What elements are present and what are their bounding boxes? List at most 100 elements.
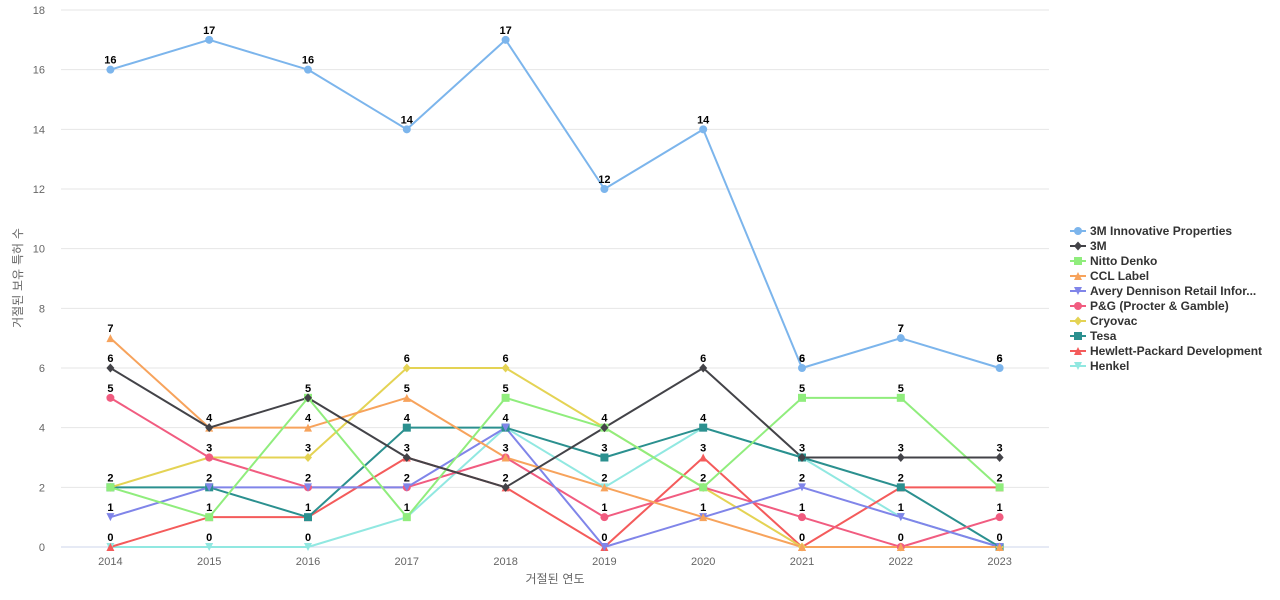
data-point-3m-innovative-properties[interactable] <box>896 334 905 343</box>
data-point-ccl-label[interactable] <box>304 423 312 432</box>
data-point-cryovac[interactable] <box>304 453 312 462</box>
data-point-3m-innovative-properties[interactable] <box>798 364 806 372</box>
data-point-hewlett-packard-development[interactable] <box>699 453 708 462</box>
legend-marker <box>1074 362 1082 370</box>
data-label: 5 <box>305 383 311 395</box>
data-point-p-g-procter-gamble[interactable] <box>205 453 214 462</box>
data-point-3m[interactable] <box>402 453 411 462</box>
series-line-3m[interactable] <box>109 367 1000 489</box>
legend-item-henkel[interactable]: Henkel <box>1070 359 1129 373</box>
data-point-ccl-label[interactable] <box>106 334 115 343</box>
data-point-ccl-label[interactable] <box>798 543 806 551</box>
data-point-ccl-label[interactable] <box>699 513 708 522</box>
data-point-avery-dennison-retail-infor[interactable] <box>304 483 312 492</box>
data-point-p-g-procter-gamble[interactable] <box>106 393 115 402</box>
data-point-3m-innovative-properties[interactable] <box>205 35 214 44</box>
data-label-3m-innovative-properties: 16 <box>302 55 314 67</box>
data-point-3m-innovative-properties[interactable] <box>106 65 115 74</box>
data-point-cryovac[interactable] <box>501 363 510 373</box>
legend-item-nitto-denko[interactable]: Nitto Denko <box>1070 254 1157 268</box>
data-point-3m-innovative-properties[interactable] <box>995 364 1004 372</box>
legend-item-avery-dennison-retail-infor[interactable]: Avery Dennison Retail Infor... <box>1070 284 1256 298</box>
legend-item-p-g-procter-gamble[interactable]: P&G (Procter & Gamble) <box>1070 299 1229 313</box>
gridlines <box>61 9 1049 548</box>
data-point-3m[interactable] <box>501 482 510 492</box>
data-point-tesa[interactable] <box>896 483 905 492</box>
data-label: 5 <box>107 383 113 395</box>
data-point-3m-innovative-properties[interactable] <box>699 125 708 134</box>
data-point-tesa[interactable] <box>600 453 609 462</box>
series-line-hewlett-packard-development[interactable] <box>110 456 1000 548</box>
data-point-ccl-label[interactable] <box>402 393 411 402</box>
y-axis-ticks: 0 2 4 6 8 10 12 14 16 18 <box>33 5 45 554</box>
data-point-nitto-denko[interactable] <box>896 393 905 402</box>
data-point-3m[interactable] <box>896 453 905 462</box>
data-label: 6 <box>799 353 805 365</box>
legend-label: Hewlett-Packard Development <box>1090 344 1262 358</box>
data-point-avery-dennison-retail-infor[interactable] <box>402 483 411 492</box>
data-point-3m[interactable] <box>798 453 806 462</box>
legend-marker <box>1074 227 1082 235</box>
series-line-avery-dennison-retail-infor[interactable] <box>110 426 1000 548</box>
legend-label: 3M <box>1090 239 1107 253</box>
data-label: 1 <box>997 502 1003 514</box>
data-point-3m-innovative-properties[interactable] <box>304 65 312 74</box>
data-point-nitto-denko[interactable] <box>205 513 214 522</box>
series-line-3m-innovative-properties[interactable] <box>110 38 1000 369</box>
data-point-nitto-denko[interactable] <box>106 483 115 492</box>
legend-item-3m-innovative-properties[interactable]: 3M Innovative Properties <box>1070 224 1232 238</box>
data-point-avery-dennison-retail-infor[interactable] <box>106 513 115 522</box>
data-point-nitto-denko[interactable] <box>995 483 1004 492</box>
data-point-ccl-label[interactable] <box>501 453 510 462</box>
data-point-henkel[interactable] <box>205 543 214 551</box>
data-point-ccl-label[interactable] <box>995 543 1004 551</box>
data-point-hewlett-packard-development[interactable] <box>106 543 115 551</box>
series-line-nitto-denko[interactable] <box>110 396 1001 519</box>
data-point-3m[interactable] <box>995 453 1004 462</box>
data-label-3m-innovative-properties: 16 <box>104 55 116 67</box>
data-point-3m[interactable] <box>304 393 312 403</box>
data-label: 1 <box>601 502 607 514</box>
data-point-p-g-procter-gamble[interactable] <box>995 513 1004 522</box>
data-point-ccl-label[interactable] <box>600 483 609 492</box>
data-point-henkel[interactable] <box>304 543 312 551</box>
legend-item-3m[interactable]: 3M <box>1070 239 1107 253</box>
legend-marker <box>1074 272 1082 280</box>
series-line-ccl-label[interactable] <box>109 337 1000 548</box>
data-point-nitto-denko[interactable] <box>699 483 708 492</box>
data-point-avery-dennison-retail-infor[interactable] <box>205 483 214 492</box>
legend-label: Henkel <box>1090 359 1129 373</box>
data-point-tesa[interactable] <box>402 423 411 432</box>
data-point-3m[interactable] <box>600 423 609 433</box>
legend-item-tesa[interactable]: Tesa <box>1070 329 1117 343</box>
data-point-avery-dennison-retail-infor[interactable] <box>600 543 609 551</box>
data-point-3m-innovative-properties[interactable] <box>402 125 411 134</box>
data-point-avery-dennison-retail-infor[interactable] <box>896 513 905 522</box>
data-point-nitto-denko[interactable] <box>402 513 411 522</box>
data-label-3m-innovative-properties: 17 <box>499 25 511 37</box>
data-point-tesa[interactable] <box>699 423 708 432</box>
legend-item-ccl-label[interactable]: CCL Label <box>1070 269 1149 283</box>
legend-marker <box>1074 316 1082 326</box>
data-point-cryovac[interactable] <box>402 363 411 373</box>
data-point-nitto-denko[interactable] <box>798 393 806 402</box>
data-point-3m[interactable] <box>106 363 115 373</box>
data-point-3m-innovative-properties[interactable] <box>600 185 609 193</box>
data-point-avery-dennison-retail-infor[interactable] <box>501 423 510 432</box>
data-point-ccl-label[interactable] <box>896 543 905 551</box>
series-lines <box>109 38 1001 548</box>
data-point-3m[interactable] <box>205 423 214 433</box>
data-label: 3 <box>206 443 212 455</box>
legend-item-cryovac[interactable]: Cryovac <box>1070 314 1138 328</box>
data-point-3m-innovative-properties[interactable] <box>501 35 510 44</box>
series-line-tesa[interactable] <box>110 426 1001 548</box>
data-label: 7 <box>898 323 904 335</box>
data-point-p-g-procter-gamble[interactable] <box>798 513 806 522</box>
data-point-nitto-denko[interactable] <box>501 393 510 402</box>
legend-item-hewlett-packard-development[interactable]: Hewlett-Packard Development <box>1070 344 1262 358</box>
data-point-tesa[interactable] <box>304 513 312 522</box>
legend-marker <box>1074 347 1082 355</box>
data-point-p-g-procter-gamble[interactable] <box>600 513 609 522</box>
data-point-3m[interactable] <box>699 363 708 373</box>
data-point-avery-dennison-retail-infor[interactable] <box>798 483 806 492</box>
